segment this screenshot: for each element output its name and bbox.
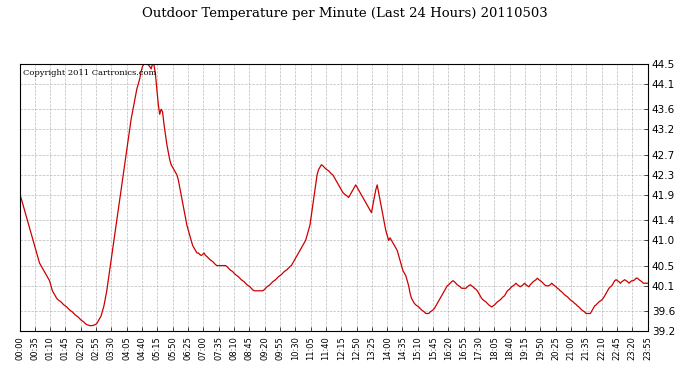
Text: Copyright 2011 Cartronics.com: Copyright 2011 Cartronics.com xyxy=(23,69,156,77)
Text: Outdoor Temperature per Minute (Last 24 Hours) 20110503: Outdoor Temperature per Minute (Last 24 … xyxy=(142,8,548,21)
